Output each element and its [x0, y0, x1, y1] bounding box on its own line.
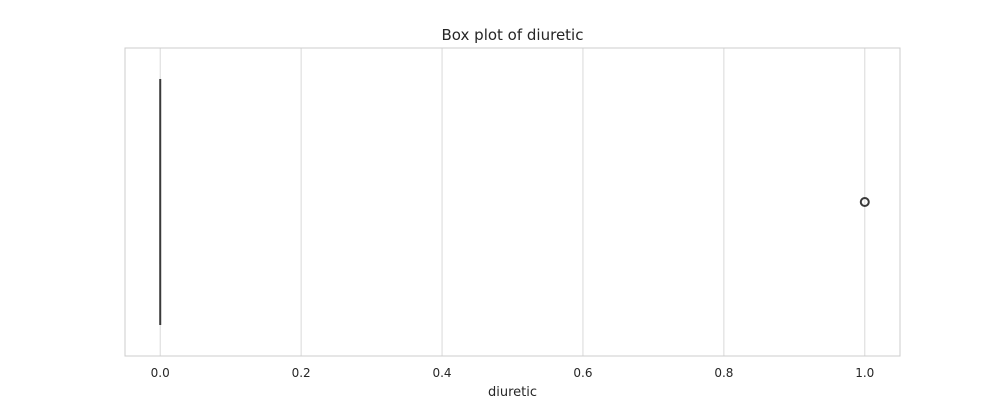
x-tick-label: 0.0	[151, 366, 170, 380]
gridlines	[159, 48, 866, 356]
x-tick-label: 0.4	[432, 366, 451, 380]
x-tick-labels: 0.0 0.2 0.4 0.6 0.8 1.0	[151, 366, 875, 380]
x-tick-label: 0.6	[573, 366, 592, 380]
x-tick-label: 1.0	[855, 366, 874, 380]
x-axis-label: diuretic	[488, 385, 537, 400]
outlier-point	[859, 197, 870, 207]
x-tick-label: 0.2	[292, 366, 311, 380]
x-tick-label: 0.8	[714, 366, 733, 380]
outlier-layer	[859, 197, 870, 207]
plot-frame	[124, 47, 901, 357]
chart-title: Box plot of diuretic	[442, 26, 584, 44]
